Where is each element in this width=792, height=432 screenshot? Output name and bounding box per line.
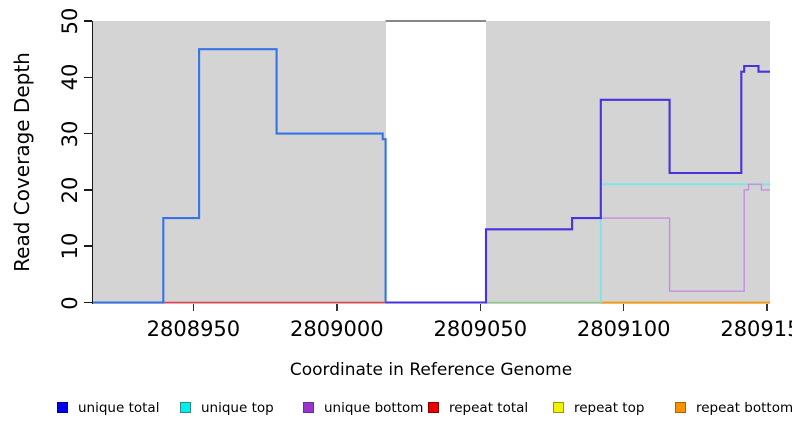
legend-label: repeat total [449,400,529,416]
y-axis-title: Read Coverage Depth [10,52,34,272]
masked-region [385,21,486,304]
legend-label: unique total [78,400,160,416]
y-tick-label: 50 [58,7,82,35]
x-tick-mark [192,304,195,311]
x-tick-mark [336,304,338,311]
x-tick-label: 2809050 [433,317,528,341]
legend-label: repeat top [574,400,645,416]
legend: unique total unique top unique bottom re… [0,399,792,419]
repeat-top-swatch-icon [553,402,564,413]
x-tick-label: 2809000 [290,317,384,341]
legend-label: unique bottom [324,400,424,416]
y-tick-mark [84,245,92,247]
y-tick-mark [84,20,92,22]
y-tick-label: 40 [58,63,82,91]
x-axis-title: Coordinate in Reference Genome [289,360,573,380]
unique-bottom-swatch-icon [303,402,314,413]
y-tick-label: 10 [58,232,82,260]
y-tick-label: 20 [58,176,82,204]
y-tick-mark [84,189,92,191]
x-tick-label: 2809100 [576,317,671,341]
y-tick-mark [84,301,92,304]
unique-total-swatch-icon [57,402,68,413]
repeat-bottom-swatch-icon [675,402,686,413]
x-tick-label: 2808950 [146,317,241,341]
y-tick-label: 0 [58,295,82,310]
x-tick-mark [479,304,481,311]
legend-label: repeat bottom [696,400,792,416]
legend-label: unique top [201,400,274,416]
x-tick-mark [766,304,768,311]
unique-top-swatch-icon [180,402,191,413]
y-tick-mark [84,76,92,78]
y-tick-label: 30 [58,120,82,147]
x-tick-mark [622,304,625,311]
y-tick-mark [84,132,92,135]
x-tick-label: 2809150 [720,317,792,341]
repeat-total-swatch-icon [428,402,439,413]
y-axis-line [91,21,93,304]
